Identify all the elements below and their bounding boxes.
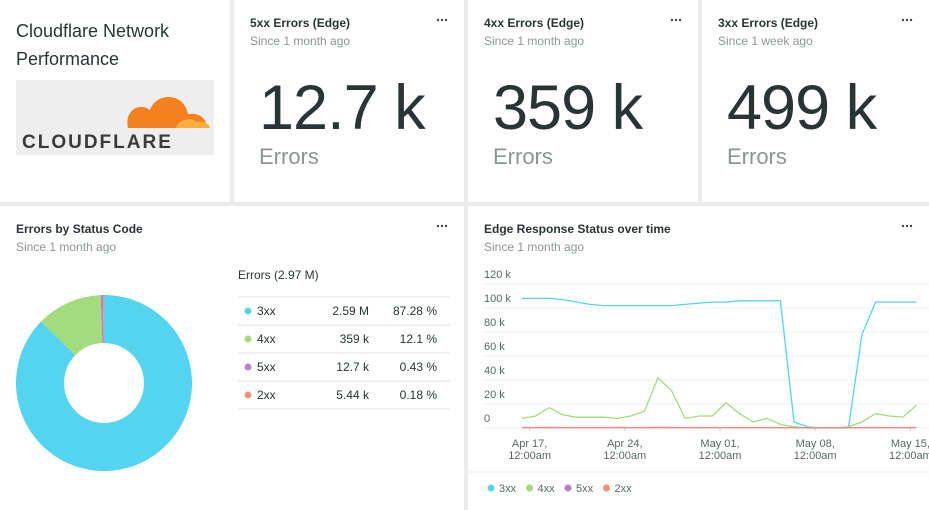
legend-swatch xyxy=(526,484,533,492)
y-tick-label: 20 k xyxy=(484,389,505,401)
legend-count: 359 k xyxy=(340,332,370,346)
menu-dot xyxy=(670,18,674,22)
billboard-value: 359 k xyxy=(493,73,643,143)
menu-dot xyxy=(674,18,678,22)
x-tick-label: Apr 24, 12:00am xyxy=(603,438,646,462)
legend-percent: 0.18 % xyxy=(400,388,438,402)
y-tick-label: 120 k xyxy=(484,269,511,281)
donut-segment xyxy=(16,295,193,471)
legend-label: 5xx xyxy=(576,483,594,495)
legend-swatch xyxy=(244,335,252,343)
x-tick-label: May 15, 12:00am xyxy=(889,438,929,462)
menu[interactable] xyxy=(436,18,448,22)
series-line xyxy=(521,376,917,429)
x-tick-label: May 08, 12:00am xyxy=(794,438,837,462)
x-tick-label: Apr 17, 12:00am xyxy=(508,438,551,462)
billboard-value: 499 k xyxy=(727,73,877,143)
billboard-value: 12.7 k xyxy=(259,73,426,143)
tile-subtitle: Since 1 month ago xyxy=(16,240,117,254)
legend-title: Errors (2.97 M) xyxy=(238,268,319,282)
legend-count: 12.7 k xyxy=(336,360,370,374)
menu-dot xyxy=(909,18,913,22)
y-tick-label: 0 xyxy=(484,413,490,425)
legend-swatch xyxy=(603,484,610,492)
menu-dot xyxy=(678,18,682,22)
donut-segment xyxy=(40,295,103,356)
billboard-tile: 5xx Errors (Edge) Since 1 month ago 12.7 k… xyxy=(234,0,464,202)
y-tick-label: 80 k xyxy=(484,317,505,329)
legend-swatch xyxy=(244,307,252,315)
legend-swatch xyxy=(244,363,252,371)
menu-dot xyxy=(440,18,444,22)
menu-dot xyxy=(436,18,440,22)
line-tile: Edge Response Status over time Since 1 m… xyxy=(468,206,929,510)
tile-subtitle: Since 1 week ago xyxy=(718,34,813,48)
billboard-unit: Errors xyxy=(259,144,319,169)
series-line xyxy=(522,297,917,429)
billboard-tile: 3xx Errors (Edge) Since 1 week ago 499 k Er… xyxy=(702,0,929,202)
legend-swatch xyxy=(487,484,495,492)
donut-segment xyxy=(100,295,104,344)
logo-cloud xyxy=(176,119,210,128)
tile-subtitle: Since 1 month ago xyxy=(484,34,585,48)
menu-dot xyxy=(901,18,905,22)
menu[interactable] xyxy=(436,224,448,228)
y-tick-label: 60 k xyxy=(484,341,505,353)
tile-title: 3xx Errors (Edge) xyxy=(718,16,819,30)
donut-segment xyxy=(103,295,104,344)
tile-subtitle: Since 1 month ago xyxy=(250,34,351,48)
tile-title: Errors by Status Code xyxy=(16,222,143,236)
billboard-unit: Errors xyxy=(493,144,553,169)
tile-title: Cloudflare Network Performance xyxy=(16,21,170,69)
legend-count: 5.44 k xyxy=(336,388,370,402)
legend-percent: 0.43 % xyxy=(400,360,438,374)
y-tick-label: 100 k xyxy=(484,293,511,305)
legend-label: 2xx xyxy=(257,388,276,402)
donut-chart: Errors (2.97 M) 3xx 2.59 M 87.28 % 4xx 359 k… xyxy=(16,268,450,471)
legend-label: 3xx xyxy=(257,304,276,318)
legend-label: 2xx xyxy=(615,483,633,495)
billboard-unit: Errors xyxy=(727,144,787,169)
y-tick-label: 40 k xyxy=(484,365,505,377)
menu-dot xyxy=(905,18,909,22)
legend-percent: 87.28 % xyxy=(393,304,437,318)
line-chart: 0 20 k 40 k 60 k 80 k 100 k 120 k Apr 17, 12:00a… xyxy=(468,269,929,495)
tile-title: 5xx Errors (Edge) xyxy=(250,16,351,30)
legend-label: 3xx xyxy=(499,483,517,495)
x-tick-label: May 01, 12:00am xyxy=(699,438,742,462)
tile-title: Edge Response Status over time xyxy=(484,222,671,236)
menu[interactable] xyxy=(901,18,913,22)
logo: CLOUDFLARE xyxy=(16,80,214,155)
legend-count: 2.59 M xyxy=(332,304,369,318)
legend-swatch xyxy=(244,391,252,399)
tile-subtitle: Since 1 month ago xyxy=(484,240,585,254)
donut-tile: Errors by Status Code Since 1 month ago … xyxy=(0,206,464,510)
tile-title: 4xx Errors (Edge) xyxy=(484,16,585,30)
logo-tile: Cloudflare Network Performance CLOUDFLAR… xyxy=(0,0,230,202)
legend-label: 5xx xyxy=(257,360,276,374)
logo-text: CLOUDFLARE xyxy=(22,132,173,153)
legend-label: 4xx xyxy=(538,483,556,495)
menu[interactable] xyxy=(670,18,682,22)
legend-swatch xyxy=(564,484,572,492)
menu[interactable] xyxy=(901,224,913,228)
menu-dot xyxy=(444,18,448,22)
legend-label: 4xx xyxy=(257,332,276,346)
legend-percent: 12.1 % xyxy=(400,332,438,346)
